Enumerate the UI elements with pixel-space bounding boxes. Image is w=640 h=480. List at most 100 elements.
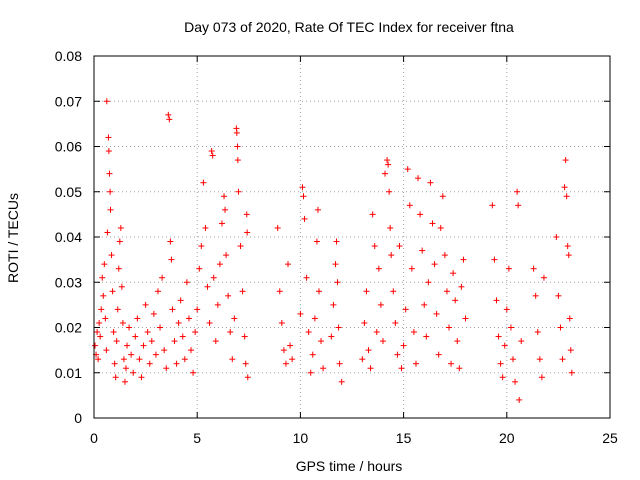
y-tick-label: 0.02: [55, 320, 82, 336]
data-point: [446, 324, 453, 331]
data-point: [109, 288, 116, 295]
data-point: [505, 265, 512, 272]
data-point: [297, 310, 304, 317]
data-point: [202, 224, 209, 231]
data-point: [218, 220, 225, 227]
chart-title: Day 073 of 2020, Rate Of TEC Index for r…: [184, 19, 514, 35]
x-tick-label: 10: [293, 430, 309, 446]
data-point: [196, 265, 203, 272]
data-point: [117, 224, 124, 231]
data-point: [314, 206, 321, 213]
data-point: [107, 206, 114, 213]
data-point: [136, 356, 143, 363]
data-point: [412, 360, 419, 367]
data-point: [518, 338, 525, 345]
data-point: [177, 297, 184, 304]
data-point: [183, 279, 190, 286]
data-point: [491, 256, 498, 263]
data-point: [289, 356, 296, 363]
data-point: [171, 338, 178, 345]
data-point: [103, 98, 110, 105]
data-point: [456, 365, 463, 372]
data-point: [333, 238, 340, 245]
data-point: [165, 111, 172, 118]
data-point: [130, 369, 137, 376]
data-point: [452, 297, 459, 304]
data-point: [417, 211, 424, 218]
data-point: [237, 243, 244, 250]
data-point: [301, 215, 308, 222]
data-point: [439, 193, 446, 200]
data-point: [382, 170, 389, 177]
data-point: [534, 329, 541, 336]
data-point: [313, 238, 320, 245]
data-point: [106, 170, 113, 177]
data-point: [150, 310, 157, 317]
x-tick-label: 20: [499, 430, 515, 446]
data-point: [437, 224, 444, 231]
data-point: [223, 252, 230, 259]
data-point: [276, 288, 283, 295]
data-point: [111, 360, 118, 367]
data-point: [278, 319, 285, 326]
data-point: [363, 288, 370, 295]
data-point: [114, 306, 121, 313]
data-point: [121, 378, 128, 385]
data-point: [128, 351, 135, 358]
data-point: [311, 315, 318, 322]
data-point: [433, 310, 440, 317]
data-point: [454, 338, 461, 345]
data-point: [371, 243, 378, 250]
data-point: [101, 261, 108, 268]
data-point: [221, 193, 228, 200]
data-point: [369, 211, 376, 218]
data-point: [116, 238, 123, 245]
data-point: [146, 360, 153, 367]
plot-frame: [93, 55, 611, 419]
data-point: [564, 243, 571, 250]
data-point: [532, 292, 539, 299]
data-point: [305, 329, 312, 336]
data-point: [379, 338, 386, 345]
data-point: [336, 360, 343, 367]
data-point: [330, 301, 337, 308]
data-point: [431, 261, 438, 268]
data-point: [175, 319, 182, 326]
data-point: [98, 306, 105, 313]
data-point: [95, 356, 102, 363]
data-point: [495, 333, 502, 340]
data-point: [320, 365, 327, 372]
data-point: [100, 292, 107, 299]
data-point: [567, 347, 574, 354]
data-point: [198, 243, 205, 250]
data-point: [429, 220, 436, 227]
data-point: [120, 356, 127, 363]
y-tick-label: 0.04: [55, 229, 82, 245]
data-point: [536, 356, 543, 363]
data-point: [562, 157, 569, 164]
data-point: [185, 315, 192, 322]
data-point: [443, 288, 450, 295]
data-point: [105, 148, 112, 155]
x-axis-label: GPS time / hours: [296, 458, 403, 474]
data-point: [179, 333, 186, 340]
data-point: [239, 288, 246, 295]
data-point: [553, 234, 560, 240]
data-point: [225, 292, 232, 299]
data-point: [303, 274, 310, 281]
data-point: [105, 134, 112, 141]
data-point: [386, 188, 393, 195]
data-point: [387, 224, 394, 231]
data-point: [214, 301, 221, 308]
data-point: [565, 252, 572, 259]
data-point: [169, 306, 176, 313]
data-point: [244, 229, 251, 236]
data-point: [140, 342, 147, 349]
y-tick-label: 0.06: [55, 139, 82, 155]
data-point: [566, 315, 573, 322]
data-point: [503, 306, 510, 313]
data-point: [450, 270, 457, 277]
data-point: [419, 247, 426, 254]
data-point: [299, 184, 306, 191]
data-point: [210, 274, 217, 281]
